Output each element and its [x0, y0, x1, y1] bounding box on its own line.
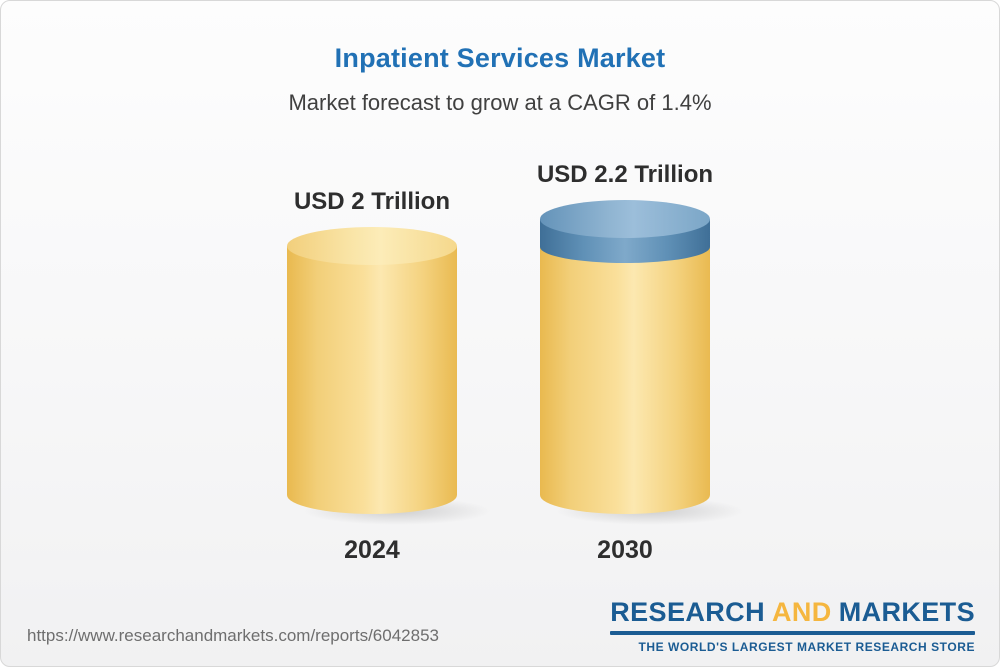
bar-chart: USD 2 Trillion 2024 USD 2.2 Trillion 203… [1, 161, 999, 565]
cylinder-2030 [539, 200, 752, 526]
logo: RESEARCH AND MARKETS THE WORLD'S LARGEST M… [610, 597, 975, 654]
logo-and: AND [771, 597, 832, 627]
bar-group-2024: USD 2 Trillion 2024 [286, 188, 499, 565]
chart-title: Inpatient Services Market [334, 43, 666, 73]
logo-tagline: THE WORLD'S LARGEST MARKET RESEARCH STOR… [638, 640, 975, 654]
logo-research: RESEARCH [610, 597, 765, 627]
bar-group-2030: USD 2.2 Trillion 2030 [536, 161, 752, 565]
growth-cap [539, 200, 710, 263]
logo-wordmark: RESEARCH AND MARKETS [610, 597, 975, 628]
cylinder-body [286, 246, 457, 514]
category-label-2030: 2030 [597, 536, 653, 564]
value-label-2024: USD 2 Trillion [293, 188, 450, 215]
cap-top-ellipse [539, 200, 710, 238]
chart-subtitle: Market forecast to grow at a CAGR of 1.4… [288, 90, 712, 115]
logo-underline [610, 631, 975, 635]
cylinder-2024 [286, 227, 499, 526]
value-label-2030: USD 2.2 Trillion [536, 161, 714, 188]
logo-markets: MARKETS [838, 597, 975, 627]
cylinder-body [539, 219, 710, 514]
category-label-2024: 2024 [344, 536, 400, 564]
cylinder-top-ellipse [286, 227, 457, 265]
footer-url: https://www.researchandmarkets.com/repor… [27, 626, 439, 645]
